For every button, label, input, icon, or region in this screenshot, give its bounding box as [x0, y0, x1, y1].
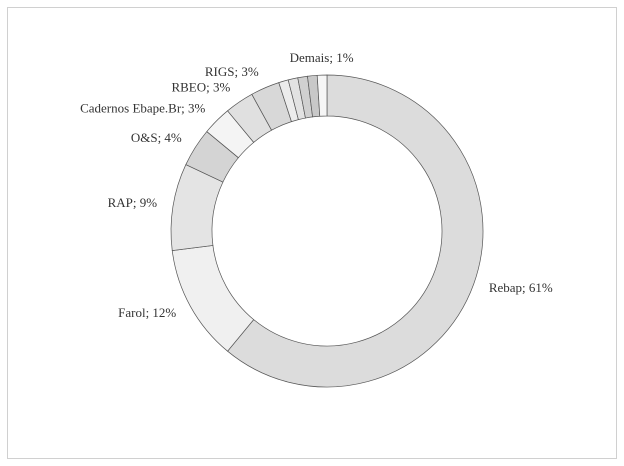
data-label: Demais; 1%: [290, 50, 354, 65]
data-label: RAP; 9%: [108, 195, 158, 210]
data-label: Cadernos Ebape.Br; 3%: [80, 100, 205, 115]
data-label: O&S; 4%: [131, 130, 182, 145]
donut-slice: [227, 74, 484, 388]
data-label: RBEO; 3%: [171, 80, 230, 95]
donut-slice: [316, 74, 328, 117]
data-label: RIGS; 3%: [205, 64, 259, 79]
data-label: Rebap; 61%: [489, 280, 553, 295]
chart-frame: [7, 7, 617, 459]
data-label: Farol; 12%: [118, 305, 176, 320]
